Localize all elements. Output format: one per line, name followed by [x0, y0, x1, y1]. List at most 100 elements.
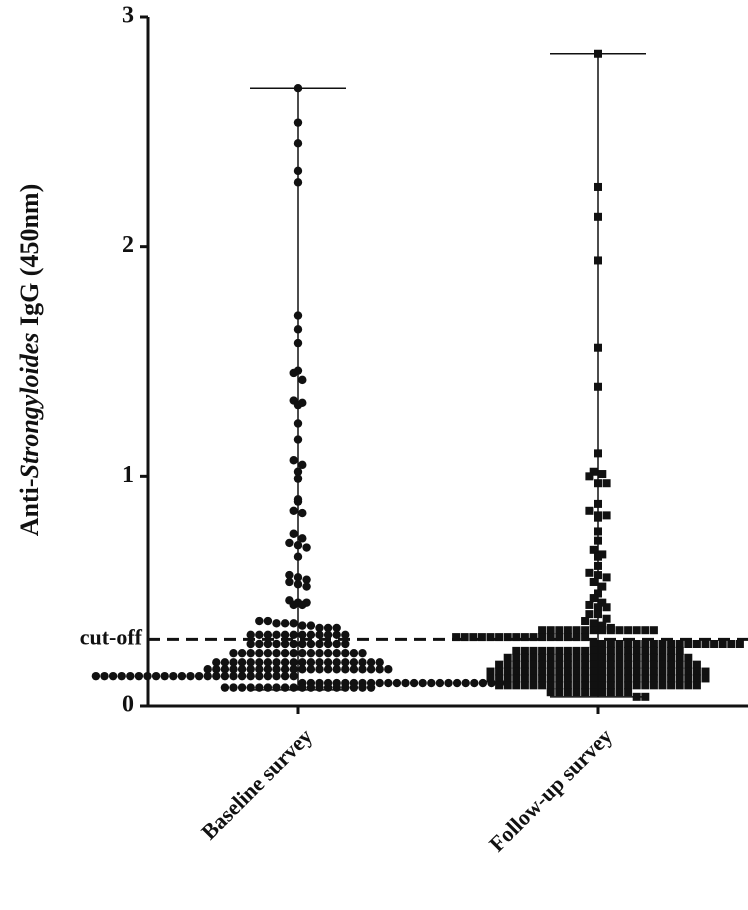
data-point	[649, 681, 658, 690]
data-point	[280, 671, 290, 681]
data-point	[594, 527, 602, 536]
data-point	[255, 658, 264, 667]
data-point	[478, 678, 488, 688]
data-point	[581, 688, 590, 697]
data-point	[538, 674, 547, 683]
data-point	[306, 648, 316, 658]
data-point	[435, 678, 445, 688]
data-point	[495, 633, 504, 642]
data-point	[375, 678, 384, 688]
y-label-part: IgG (450nm)	[15, 184, 44, 333]
data-point	[169, 671, 178, 681]
data-point	[272, 665, 281, 674]
data-point	[602, 511, 611, 520]
data-point	[701, 667, 710, 676]
data-point	[572, 626, 581, 635]
data-point	[585, 610, 594, 619]
data-point	[598, 688, 607, 697]
data-point	[323, 648, 333, 658]
data-point	[606, 646, 615, 655]
data-point	[546, 653, 555, 662]
data-point	[546, 674, 555, 683]
data-point	[289, 683, 298, 692]
data-point	[298, 639, 307, 649]
data-point	[289, 506, 298, 515]
data-point	[280, 630, 290, 640]
data-point	[255, 671, 264, 681]
data-point	[293, 325, 303, 334]
data-point	[358, 658, 367, 667]
data-point	[246, 671, 255, 681]
data-point	[594, 536, 602, 545]
data-point	[280, 648, 290, 658]
data-point	[555, 626, 564, 635]
data-point	[602, 573, 611, 582]
data-point	[212, 658, 221, 667]
data-point	[203, 671, 212, 681]
data-point	[306, 621, 316, 630]
data-point	[285, 538, 294, 548]
data-point	[289, 665, 298, 674]
data-point	[594, 382, 602, 391]
data-point	[624, 653, 633, 662]
data-point	[246, 639, 255, 649]
data-point	[581, 626, 590, 635]
data-point	[684, 674, 693, 683]
data-point	[289, 456, 298, 465]
data-point	[306, 658, 316, 667]
data-point	[520, 667, 529, 676]
data-point	[581, 667, 590, 676]
data-point	[512, 681, 521, 690]
data-point	[272, 671, 281, 681]
data-point	[598, 582, 607, 591]
data-point	[186, 671, 195, 681]
data-point	[272, 648, 281, 658]
data-point	[589, 674, 598, 683]
cutoff-label: cut-off	[80, 624, 143, 649]
data-point	[589, 467, 598, 476]
data-point	[255, 616, 264, 626]
data-point	[594, 561, 602, 570]
data-point	[375, 658, 384, 667]
data-point	[581, 674, 590, 683]
data-point	[606, 626, 615, 635]
data-point	[563, 660, 572, 669]
data-point	[263, 630, 273, 640]
data-point	[469, 633, 478, 642]
data-point	[293, 541, 303, 550]
data-point	[203, 665, 212, 674]
x-tick-label: Follow-up survey	[484, 723, 617, 856]
data-point	[632, 646, 641, 655]
data-point	[649, 674, 658, 683]
y-label-part: Strongyloides	[15, 333, 44, 479]
data-point	[563, 667, 572, 676]
data-point	[332, 648, 341, 658]
data-point	[667, 681, 676, 690]
data-point	[581, 617, 590, 626]
data-point	[306, 683, 316, 692]
data-point	[289, 671, 298, 681]
data-point	[503, 681, 512, 690]
data-point	[598, 621, 607, 630]
data-point	[151, 671, 161, 681]
data-point	[289, 368, 298, 378]
data-point	[263, 671, 273, 681]
data-point	[444, 678, 453, 688]
data-point	[323, 665, 333, 674]
data-point	[418, 678, 427, 688]
data-point	[598, 667, 607, 676]
data-point	[503, 660, 512, 669]
data-point	[302, 582, 311, 591]
data-point	[315, 665, 324, 674]
data-point	[546, 681, 555, 690]
data-point	[594, 343, 602, 352]
data-point	[520, 674, 529, 683]
data-point	[520, 633, 529, 642]
data-point	[684, 681, 693, 690]
data-point	[237, 658, 247, 667]
data-point	[229, 648, 238, 658]
data-point	[255, 648, 264, 658]
data-point	[684, 667, 693, 676]
data-point	[298, 665, 307, 674]
data-point	[237, 671, 247, 681]
